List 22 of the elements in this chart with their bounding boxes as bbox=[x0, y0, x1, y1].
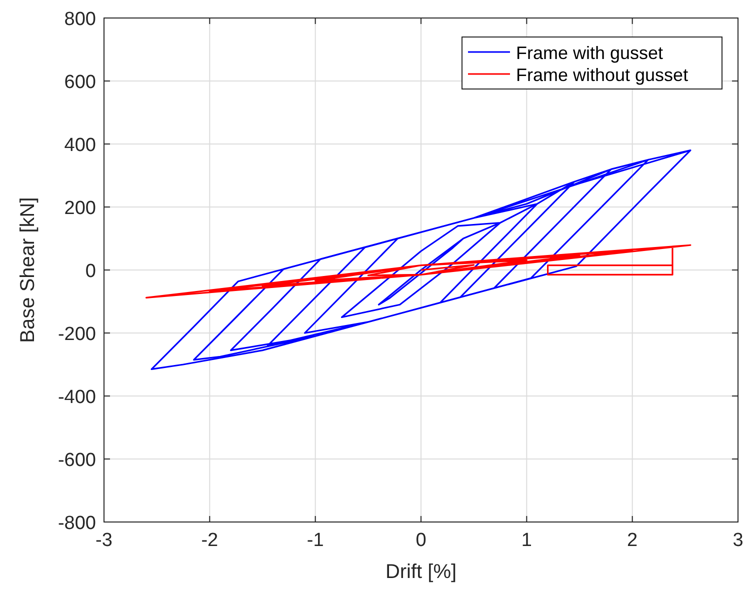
x-tick-label: 0 bbox=[416, 530, 426, 551]
x-axis-title: Drift [%] bbox=[385, 561, 457, 583]
y-axis-title: Base Shear [kN] bbox=[17, 197, 39, 343]
y-tick-label: -400 bbox=[58, 387, 96, 408]
legend-label: Frame without gusset bbox=[516, 65, 688, 85]
y-tick-label: 600 bbox=[64, 72, 96, 93]
y-tick-label: -800 bbox=[58, 513, 96, 534]
y-tick-label: 800 bbox=[64, 9, 96, 30]
y-tick-label: -600 bbox=[58, 450, 96, 471]
x-tick-label: 1 bbox=[521, 530, 532, 551]
line-series bbox=[145, 244, 692, 299]
legend-label: Frame with gusset bbox=[516, 43, 664, 63]
x-tick-label: 3 bbox=[732, 530, 744, 551]
y-tick-label: 200 bbox=[64, 198, 96, 219]
y-tick-label: 0 bbox=[85, 261, 96, 282]
x-tick-label: -3 bbox=[96, 530, 112, 551]
x-tick-label: -1 bbox=[306, 530, 324, 551]
x-tick-label: -2 bbox=[201, 530, 218, 551]
y-tick-label: -200 bbox=[58, 324, 96, 345]
y-tick-label: 400 bbox=[64, 135, 96, 156]
x-tick-label: 2 bbox=[627, 530, 638, 551]
line-series bbox=[150, 150, 692, 370]
